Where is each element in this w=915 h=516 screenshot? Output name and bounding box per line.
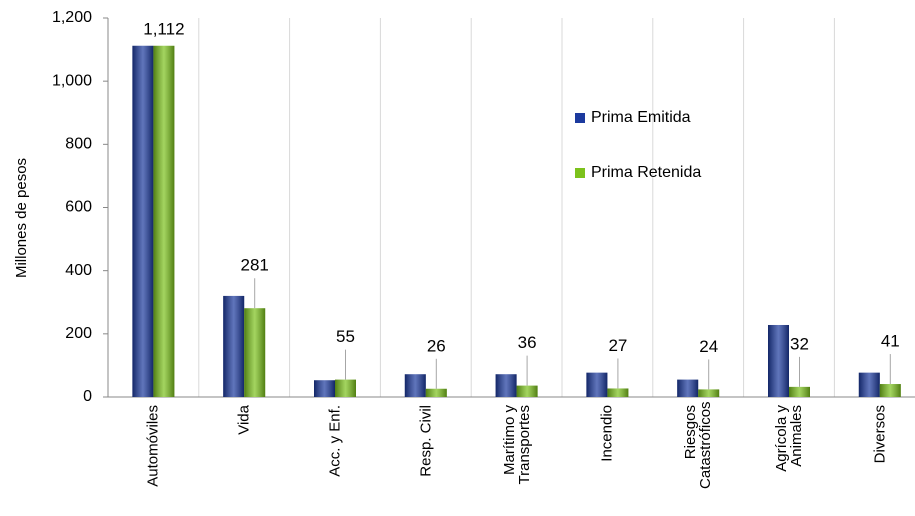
legend-swatch xyxy=(575,168,585,178)
bar-shine xyxy=(404,374,426,397)
x-tick-label: Riesgos Catastróficos xyxy=(682,401,715,489)
data-label: 32 xyxy=(790,334,809,353)
data-label: 24 xyxy=(699,337,718,356)
bar-shine xyxy=(586,372,608,397)
bar-shine xyxy=(789,386,810,397)
bar-shine xyxy=(335,379,356,397)
data-label: 26 xyxy=(427,336,446,355)
bar-shine xyxy=(425,388,447,397)
x-tick-label: Incendio xyxy=(598,405,616,462)
data-label: 1,112 xyxy=(143,19,184,38)
legend-label: Prima Retenida xyxy=(591,164,701,181)
bar-shine xyxy=(495,374,517,397)
bar-shine xyxy=(223,295,245,397)
y-tick-label: 200 xyxy=(65,325,92,342)
data-label: 281 xyxy=(241,256,269,275)
y-tick-label: 1,200 xyxy=(52,9,92,26)
legend-swatch xyxy=(575,113,585,123)
data-label: 41 xyxy=(881,332,900,351)
x-tick-label: Vida xyxy=(235,405,253,435)
y-tick-label: 800 xyxy=(65,136,92,153)
y-tick-label: 0 xyxy=(83,388,92,405)
legend-label: Prima Emitida xyxy=(591,109,691,126)
bar-shine xyxy=(153,45,175,397)
data-label: 36 xyxy=(518,333,537,352)
bar-shine xyxy=(314,380,335,397)
y-axis-title: Millones de pesos xyxy=(13,158,30,278)
data-label: 55 xyxy=(336,327,355,346)
bar-shine xyxy=(768,324,789,397)
bar-shine xyxy=(677,379,699,397)
bar-shine xyxy=(698,389,720,397)
x-tick-label: Agrícola y Animales xyxy=(773,405,805,472)
x-tick-label: Automóviles xyxy=(144,405,162,487)
y-tick-label: 400 xyxy=(65,262,92,279)
bar-shine xyxy=(244,308,266,397)
y-tick-label: 600 xyxy=(65,199,92,216)
data-label: 27 xyxy=(608,336,627,355)
bar-shine xyxy=(607,388,629,397)
bar-shine xyxy=(516,385,538,397)
bar-shine xyxy=(858,372,880,397)
x-tick-label: Marítimo y Transportes xyxy=(500,405,533,485)
y-tick-label: 1,000 xyxy=(52,72,92,89)
x-tick-label: Resp. Civil xyxy=(417,405,435,477)
x-tick-label: Diversos xyxy=(871,405,889,464)
bar-shine xyxy=(132,45,154,397)
x-tick-label: Acc. y Enf. xyxy=(326,405,344,477)
bar-shine xyxy=(879,384,901,397)
